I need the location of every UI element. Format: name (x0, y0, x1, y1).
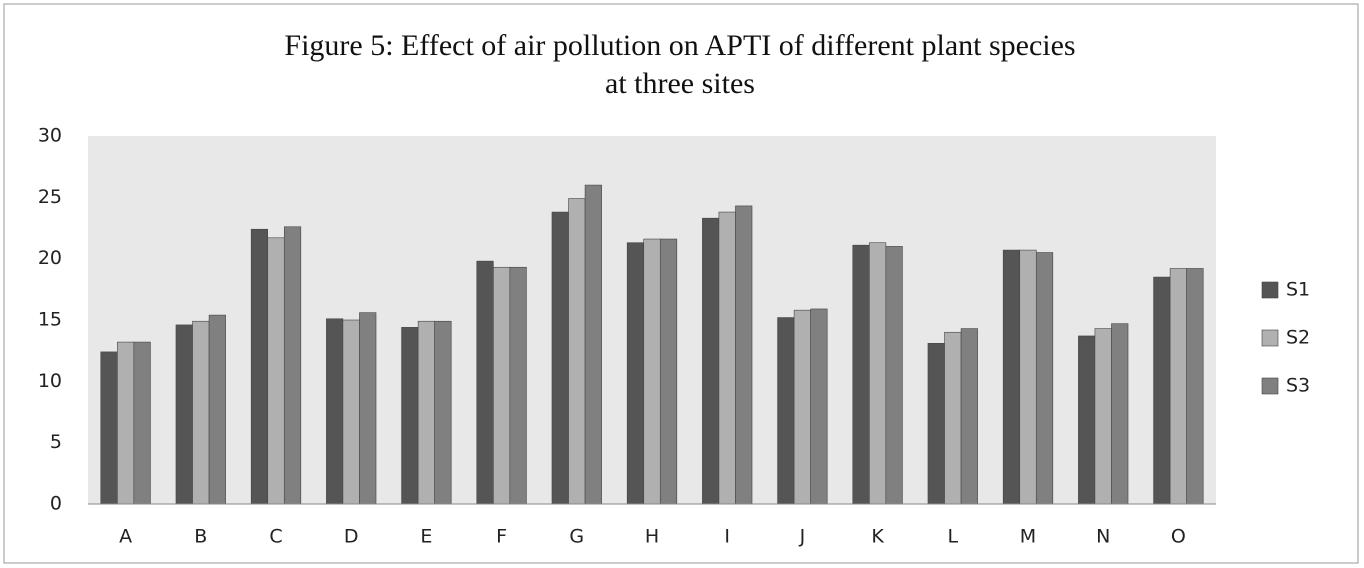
chart-title: at three sites (605, 67, 755, 100)
bar (718, 211, 736, 505)
bar (175, 324, 193, 505)
x-tick-label: G (569, 526, 584, 548)
bar (869, 242, 887, 505)
bar (777, 317, 795, 505)
bar (1153, 276, 1171, 505)
bar (584, 184, 602, 505)
bar (401, 327, 419, 505)
bar (359, 312, 377, 505)
x-tick-label: O (1171, 526, 1186, 548)
x-tick-label: I (724, 526, 730, 548)
bar (434, 320, 452, 505)
y-tick-label: 5 (50, 431, 62, 453)
x-tick-label: M (1020, 526, 1036, 548)
bar (626, 242, 645, 505)
bar (1002, 249, 1021, 505)
y-tick-label: 30 (38, 125, 62, 147)
legend-swatch (1261, 329, 1279, 347)
legend-swatch (1261, 281, 1279, 299)
bar (1035, 252, 1054, 505)
legend-label: S3 (1286, 375, 1310, 397)
y-tick-label: 25 (38, 186, 62, 208)
bar (417, 320, 435, 505)
x-tick-label: A (119, 526, 132, 548)
bar (1111, 323, 1129, 505)
bar (493, 266, 511, 505)
x-tick-label: F (496, 526, 507, 548)
bar (927, 343, 945, 505)
x-tick-label: D (344, 526, 359, 548)
bar (267, 237, 285, 505)
bar (100, 351, 118, 505)
bar (810, 308, 828, 505)
bar (326, 318, 344, 505)
bar (659, 238, 678, 505)
bar (793, 309, 811, 505)
bar (852, 244, 870, 505)
x-tick-label: H (645, 526, 659, 548)
legend-swatch (1261, 377, 1279, 395)
x-tick-label: C (269, 526, 282, 548)
x-tick-label: N (1096, 526, 1110, 548)
y-tick-label: 10 (38, 370, 62, 392)
bar (1186, 268, 1204, 505)
bar (735, 205, 753, 505)
bar (133, 341, 151, 505)
y-tick-label: 0 (50, 493, 62, 515)
bar (551, 211, 569, 505)
legend-label: S2 (1286, 327, 1310, 349)
bar (342, 319, 360, 505)
bar (885, 246, 903, 505)
bar (192, 320, 210, 505)
x-tick-label: L (948, 526, 959, 548)
bar (208, 314, 226, 505)
bar (702, 217, 720, 505)
legend-label: S1 (1286, 279, 1310, 301)
chart-title: Figure 5: Effect of air pollution on APT… (284, 29, 1075, 62)
y-tick-label: 20 (38, 247, 62, 269)
bar (1094, 328, 1112, 505)
bar (960, 328, 978, 505)
bar (117, 341, 135, 505)
y-tick-label: 15 (38, 309, 62, 331)
x-tick-label: B (194, 526, 207, 548)
bar (1019, 249, 1037, 505)
bar (944, 331, 962, 505)
bar (476, 260, 494, 505)
x-tick-label: K (871, 526, 884, 548)
x-tick-label: J (799, 526, 806, 548)
bar (250, 228, 269, 505)
bar (283, 226, 302, 505)
bar (1078, 335, 1096, 505)
bar (1169, 268, 1187, 505)
x-tick-label: E (420, 526, 432, 548)
bar (509, 266, 527, 505)
bar (568, 198, 586, 505)
bar (643, 238, 661, 505)
